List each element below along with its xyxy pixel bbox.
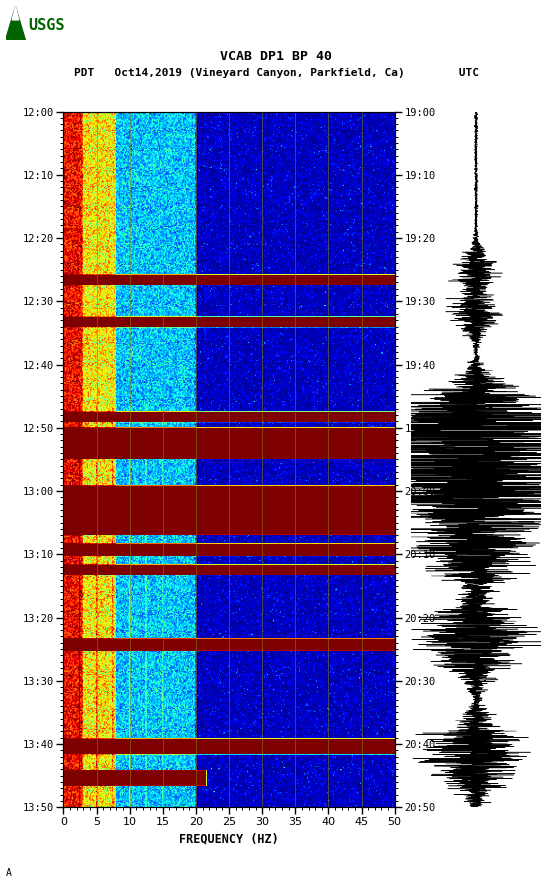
Text: A: A <box>6 868 12 878</box>
X-axis label: FREQUENCY (HZ): FREQUENCY (HZ) <box>179 832 279 846</box>
Polygon shape <box>12 7 19 20</box>
Text: USGS: USGS <box>29 19 65 33</box>
Polygon shape <box>6 7 25 40</box>
Text: VCAB DP1 BP 40: VCAB DP1 BP 40 <box>220 50 332 62</box>
Text: PDT   Oct14,2019 (Vineyard Canyon, Parkfield, Ca)        UTC: PDT Oct14,2019 (Vineyard Canyon, Parkfie… <box>73 68 479 78</box>
